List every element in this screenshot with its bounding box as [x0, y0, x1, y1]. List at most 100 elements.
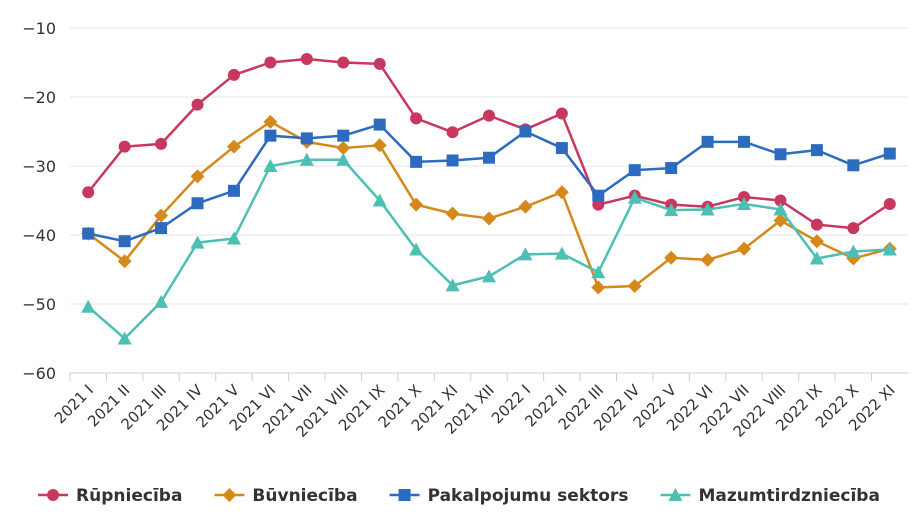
legend-item[interactable]: Pakalpojumu sektors	[389, 486, 629, 506]
data-point	[154, 208, 169, 223]
data-point	[664, 250, 679, 265]
data-point	[700, 202, 715, 216]
legend-marker	[222, 488, 237, 502]
legend-item[interactable]: Būvniecība	[214, 486, 358, 506]
data-point	[336, 141, 351, 156]
legend-symbol	[38, 489, 69, 501]
data-point	[372, 138, 387, 153]
data-point	[263, 159, 278, 172]
y-tick-label: −30	[22, 157, 56, 176]
data-point	[883, 147, 896, 160]
data-point	[737, 196, 752, 210]
data-point	[482, 211, 496, 226]
legend-label: Mazumtirdzniecība	[698, 486, 880, 506]
data-point	[738, 135, 751, 148]
series-1	[81, 114, 897, 295]
series-0	[82, 53, 896, 235]
data-point	[155, 222, 168, 235]
data-point	[700, 252, 715, 267]
data-point	[82, 186, 95, 199]
data-point	[409, 197, 424, 212]
data-point	[628, 164, 641, 177]
data-point	[664, 203, 679, 217]
data-point	[847, 159, 860, 172]
data-point	[882, 242, 897, 256]
legend-marker	[398, 489, 411, 501]
data-point	[336, 152, 351, 166]
data-point	[445, 206, 460, 221]
data-point	[227, 184, 240, 197]
data-point	[299, 152, 314, 166]
data-point	[483, 109, 495, 122]
data-point	[190, 169, 205, 184]
data-point	[373, 118, 386, 131]
data-point	[519, 125, 532, 138]
data-point	[409, 242, 424, 256]
data-point	[337, 129, 350, 142]
legend-item[interactable]: Mazumtirdzniecība	[660, 486, 880, 506]
data-point	[482, 269, 496, 283]
data-point	[774, 148, 787, 161]
data-point	[226, 139, 241, 154]
data-point	[191, 197, 204, 210]
data-point	[810, 218, 823, 231]
data-point	[410, 155, 423, 168]
data-point	[118, 235, 131, 248]
data-point	[773, 202, 788, 216]
legend-symbol	[660, 488, 691, 501]
legend-label: Rūpniecība	[76, 486, 182, 506]
legend-symbol	[389, 489, 420, 501]
data-point	[592, 189, 605, 202]
data-point	[190, 235, 205, 249]
legend-symbol	[214, 488, 245, 502]
y-tick-label: −10	[22, 19, 56, 38]
y-tick-label: −60	[22, 364, 56, 383]
data-point	[883, 197, 896, 210]
data-point	[446, 126, 459, 139]
data-point	[555, 142, 568, 155]
y-tick-label: −50	[22, 295, 56, 314]
series-2	[82, 118, 896, 248]
legend: Rūpniecība Būvniecība Pakalpojumu sektors M…	[38, 486, 880, 506]
data-point	[518, 199, 533, 214]
data-point	[627, 279, 642, 294]
data-point	[554, 246, 569, 260]
data-point	[410, 112, 423, 125]
legend-label: Pakalpojumu sektors	[428, 486, 629, 506]
data-point	[591, 265, 606, 279]
data-point	[300, 132, 313, 145]
data-point	[665, 162, 678, 175]
series-line	[87, 158, 890, 340]
data-point	[155, 137, 168, 150]
data-point	[737, 241, 752, 256]
data-point	[627, 190, 642, 204]
data-point	[774, 194, 787, 207]
legend-label: Būvniecība	[252, 486, 357, 506]
y-axis: −10 −20 −30 −40 −50 −60	[22, 19, 56, 383]
data-point	[591, 280, 606, 295]
plot-area	[81, 53, 897, 345]
data-point	[154, 294, 169, 308]
data-point	[810, 144, 823, 157]
data-point	[809, 234, 824, 249]
data-point	[264, 129, 277, 142]
legend-item[interactable]: Rūpniecība	[38, 486, 182, 506]
series-line	[87, 120, 891, 289]
y-tick-label: −20	[22, 88, 56, 107]
data-point	[117, 254, 132, 269]
data-point	[483, 151, 495, 164]
y-tick-label: −40	[22, 226, 56, 245]
data-point	[373, 57, 386, 70]
data-point	[82, 227, 95, 240]
data-point	[337, 56, 350, 69]
data-point	[263, 114, 278, 129]
data-point	[445, 278, 460, 292]
data-point	[446, 154, 459, 167]
data-point	[773, 213, 788, 228]
data-point	[847, 222, 860, 235]
data-point	[264, 56, 277, 69]
legend-marker	[47, 489, 60, 501]
legend-marker	[668, 488, 683, 501]
data-point	[118, 140, 131, 153]
